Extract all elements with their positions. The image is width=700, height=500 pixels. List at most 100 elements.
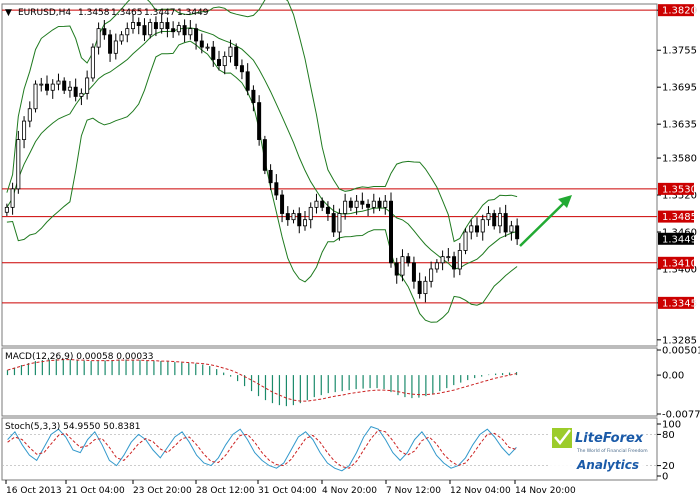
candle-body	[50, 83, 55, 91]
candle-body	[446, 256, 451, 259]
candle-body	[492, 213, 497, 227]
header-open: 1.3458	[78, 8, 110, 18]
band-middle-line	[6, 27, 518, 270]
stoch-tick-label: 100	[662, 420, 681, 431]
logo-product: Analytics	[576, 458, 639, 472]
candle-body	[188, 28, 193, 36]
candle-body	[96, 28, 101, 48]
stoch-k-line	[7, 426, 517, 472]
candle-body	[285, 213, 290, 221]
candle-body	[239, 65, 244, 73]
level-label: 1.3530	[662, 184, 697, 195]
macd-histogram	[6, 359, 518, 407]
price-tick-label: 1.3580	[662, 154, 697, 165]
candle-body	[22, 120, 27, 140]
header-close: 1.3449	[177, 8, 209, 18]
candle-body	[119, 34, 124, 42]
candle-body	[142, 25, 147, 36]
candle-body	[159, 22, 164, 30]
current-price-label: 1.3449	[662, 234, 697, 245]
stoch-tick-label: 80	[662, 430, 675, 441]
candle-body	[325, 206, 330, 214]
candle-body	[486, 213, 491, 221]
header-low: 1.3447	[144, 8, 176, 18]
macd-pane[interactable]	[1, 347, 658, 417]
time-tick-label: 12 Nov 04:00	[450, 486, 511, 496]
price-tick-label: 1.3635	[662, 120, 697, 131]
support-resistance-levels: 1.3820 1.3530 1.3485 1.3410 1.3345	[2, 4, 697, 309]
price-tick-label: 1.3695	[662, 83, 697, 94]
level-tag	[658, 296, 694, 309]
candle-body	[440, 256, 445, 264]
candle-body	[45, 83, 50, 91]
candle-body	[509, 225, 514, 233]
candle-body	[308, 206, 313, 221]
candle-body	[452, 256, 457, 270]
candle-body	[257, 102, 262, 140]
candle-body	[199, 40, 204, 48]
candle-body	[205, 46, 210, 49]
symbol-header: ▼ EURUSD,H4 1.3458 1.3465 1.3447 1.3449	[5, 8, 209, 18]
stoch-d-line	[7, 429, 517, 469]
candle-body	[503, 213, 508, 233]
candle-body	[136, 22, 141, 26]
candle-body	[371, 200, 376, 208]
candlestick-series	[4, 13, 520, 303]
candle-body	[108, 34, 113, 54]
candle-body	[125, 28, 130, 36]
level-tag	[658, 182, 694, 195]
candle-body	[228, 46, 233, 57]
time-tick-label: 31 Oct 04:00	[258, 486, 317, 496]
forecast-arrow	[519, 195, 572, 247]
candle-body	[388, 200, 393, 264]
price-tick-label: 1.3285	[662, 335, 697, 346]
level-label: 1.3410	[662, 258, 697, 269]
macd-axis: 0.00501 0.00 -0.00777	[657, 346, 700, 421]
candle-body	[130, 22, 135, 30]
stoch-label: Stoch(5,3,3) 54.9550 50.8381	[5, 422, 140, 432]
level-tag	[658, 210, 694, 223]
candle-body	[102, 28, 107, 36]
macd-tick-label: -0.00777	[662, 410, 700, 421]
macd-signal-line	[7, 359, 517, 402]
stoch-tick-label: 0	[662, 472, 668, 483]
time-tick-label: 28 Oct 12:00	[196, 486, 255, 496]
candle-body	[79, 92, 84, 97]
candle-body	[222, 55, 227, 67]
price-tick-label: 1.3520	[662, 191, 697, 202]
candle-body	[383, 200, 388, 208]
candle-body	[39, 83, 44, 86]
candle-body	[211, 46, 216, 60]
candle-body	[182, 25, 187, 36]
header-symbol: EURUSD,H4	[18, 8, 71, 18]
candle-body	[337, 213, 342, 233]
price-tick-label: 1.3755	[662, 46, 697, 57]
candle-body	[394, 262, 399, 276]
price-pane[interactable]	[1, 3, 658, 347]
candle-body	[245, 71, 250, 91]
candle-body	[262, 139, 267, 171]
macd-tick-label: 0.00	[662, 371, 684, 382]
band-lower-line	[6, 40, 518, 323]
candle-body	[16, 139, 21, 190]
candle-body	[354, 200, 359, 208]
candle-body	[176, 25, 181, 33]
level-tag	[658, 256, 694, 269]
candle-body	[320, 200, 325, 208]
candle-body	[377, 200, 382, 208]
candle-body	[194, 28, 199, 42]
level-label: 1.3820	[662, 6, 697, 17]
price-tick-label: 1.3400	[662, 264, 697, 275]
stoch-pane[interactable]	[1, 417, 658, 481]
macd-tick-label: 0.00501	[662, 346, 700, 357]
candle-body	[366, 203, 371, 208]
header-high: 1.3465	[111, 8, 143, 18]
candle-body	[27, 108, 32, 122]
candle-body	[429, 268, 434, 282]
time-tick-label: 23 Oct 20:00	[133, 486, 192, 496]
candle-body	[90, 46, 95, 79]
stochastic-lines	[7, 426, 517, 472]
candle-body	[33, 83, 38, 110]
candle-body	[314, 200, 319, 208]
